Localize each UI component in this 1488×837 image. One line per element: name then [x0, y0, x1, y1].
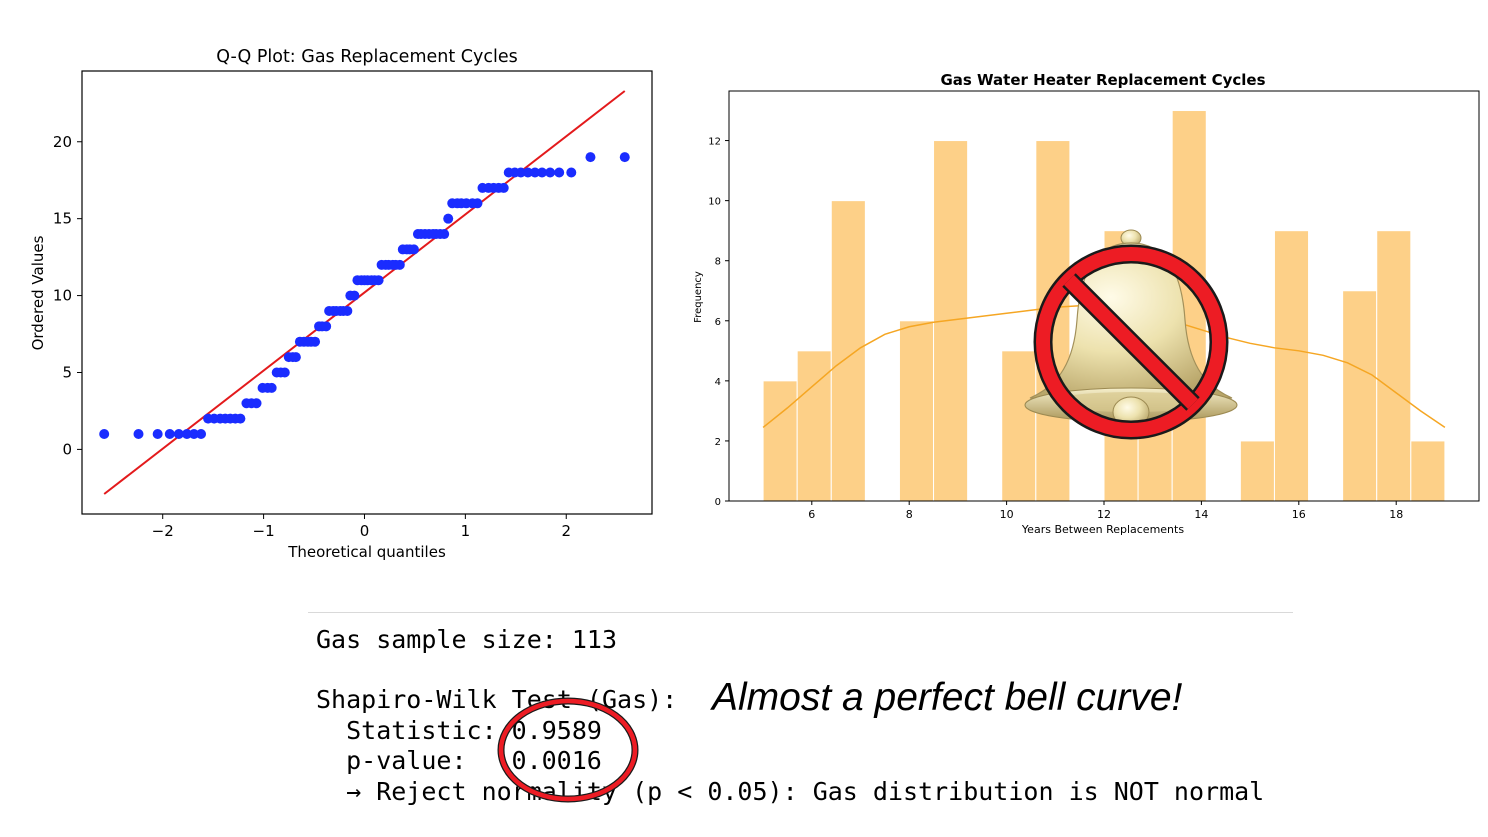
hist-bar	[1001, 350, 1037, 502]
hist-ytick-label: 4	[715, 377, 721, 388]
qq-point	[290, 352, 301, 363]
qq-point	[566, 167, 577, 178]
hist-bar	[898, 320, 935, 502]
hist-bar	[1239, 440, 1275, 502]
qq-point	[235, 413, 246, 424]
qq-point	[342, 305, 353, 316]
hist-xtick-label: 18	[1389, 508, 1403, 521]
qq-point	[443, 213, 454, 224]
qq-points	[99, 152, 630, 440]
qq-point	[349, 290, 360, 301]
qq-point	[310, 336, 321, 347]
no-bell-overlay	[1024, 229, 1238, 440]
qq-point	[529, 167, 540, 178]
hist-xtick-label: 8	[906, 508, 913, 521]
statistic-label: Statistic:	[316, 716, 497, 745]
hist-ytick-label: 2	[715, 437, 721, 448]
section-divider	[308, 612, 1293, 613]
hist-bar	[1376, 230, 1412, 502]
qq-ylabel: Ordered Values	[29, 235, 47, 350]
qq-y-axis: 0 5 10 15 20	[53, 133, 82, 458]
qq-point	[515, 167, 526, 178]
hist-ytick-label: 6	[715, 317, 721, 328]
qq-x-axis: −2 −1 0 1 2	[152, 514, 571, 540]
conclusion-line: → Reject normality (p < 0.05): Gas distr…	[316, 777, 1265, 806]
qq-point	[585, 152, 596, 163]
qq-point	[251, 398, 262, 409]
qq-point	[181, 429, 192, 440]
hist-xlabel: Years Between Replacements	[1021, 523, 1184, 536]
hist-xtick-label: 6	[808, 508, 815, 521]
qq-xtick-label: −2	[152, 522, 174, 540]
hist-ylabel: Frequency	[693, 271, 704, 323]
qq-point	[498, 182, 509, 193]
qq-point	[188, 429, 199, 440]
hist-xtick-label: 16	[1292, 508, 1306, 521]
qq-ytick-label: 0	[62, 440, 72, 458]
qq-point	[99, 429, 110, 440]
qq-ytick-label: 10	[53, 287, 72, 305]
qq-title: Q-Q Plot: Gas Replacement Cycles	[216, 47, 517, 67]
pvalue-value: 0.0016	[511, 746, 602, 775]
qq-point	[196, 429, 207, 440]
hist-bar	[762, 380, 798, 502]
qq-point	[152, 429, 163, 440]
qq-xtick-label: 2	[561, 522, 571, 540]
qq-point	[279, 367, 290, 378]
qq-point	[266, 382, 277, 393]
hist-title: Gas Water Heater Replacement Cycles	[940, 71, 1265, 89]
hist-bar	[796, 350, 832, 502]
qq-point	[133, 429, 144, 440]
hist-bar	[1273, 230, 1310, 502]
qq-point	[439, 229, 450, 240]
qq-xtick-label: 1	[461, 522, 471, 540]
qq-ytick-label: 5	[62, 363, 72, 381]
qq-xlabel: Theoretical quantiles	[287, 543, 446, 561]
hist-bar	[830, 200, 866, 502]
hist-ytick-label: 10	[708, 197, 721, 208]
statistic-value: 0.9589	[511, 716, 602, 745]
qq-point	[545, 167, 556, 178]
qq-point	[373, 275, 384, 286]
hist-xtick-label: 14	[1194, 508, 1208, 521]
hist-ytick-label: 8	[715, 257, 721, 268]
qq-point	[522, 167, 533, 178]
qq-point	[173, 429, 184, 440]
qq-point	[408, 244, 419, 255]
qq-ytick-label: 20	[53, 133, 72, 151]
qq-xtick-label: 0	[360, 522, 370, 540]
hist-ytick-label: 0	[715, 497, 721, 508]
sample-size-line: Gas sample size: 113	[316, 625, 618, 654]
qq-plot-frame	[81, 70, 653, 515]
qq-ytick-label: 15	[53, 210, 72, 228]
qq-point	[164, 429, 175, 440]
qq-point	[554, 167, 565, 178]
hist-y-axis: 0 2 4 6 8 10 12	[708, 137, 729, 508]
hist-bar	[1342, 290, 1378, 502]
no-symbol-icon	[1033, 244, 1229, 440]
hist-xtick-label: 10	[1000, 508, 1014, 521]
hist-xtick-label: 12	[1097, 508, 1111, 521]
hist-bar	[1410, 440, 1446, 502]
pvalue-row: p-value: 0.0016	[316, 746, 602, 776]
qq-point	[394, 259, 405, 270]
qq-reference-line	[103, 90, 626, 495]
hist-ytick-label: 12	[708, 137, 721, 148]
statistic-row: Statistic: 0.9589	[316, 716, 602, 746]
test-heading: Shapiro-Wilk Test (Gas):	[316, 685, 678, 714]
hist-x-axis: 6 8 10 12 14 16 18	[808, 501, 1403, 521]
qq-point	[619, 152, 630, 163]
qq-point	[321, 321, 332, 332]
pvalue-label: p-value:	[316, 746, 467, 775]
qq-point	[472, 198, 483, 209]
annotation-text: Almost a perfect bell curve!	[712, 676, 1183, 719]
qq-xtick-label: −1	[253, 522, 275, 540]
qq-point	[537, 167, 548, 178]
